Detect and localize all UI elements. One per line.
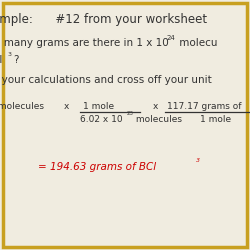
Text: ?: ? bbox=[13, 55, 18, 65]
Text: x: x bbox=[153, 102, 158, 111]
Text: 1 mole: 1 mole bbox=[83, 102, 114, 111]
Text: 1 mole: 1 mole bbox=[200, 115, 231, 124]
Text: w many grams are there in 1 x 10: w many grams are there in 1 x 10 bbox=[0, 38, 169, 48]
Text: molecu: molecu bbox=[176, 38, 218, 48]
Text: = 194.63 grams of BCl: = 194.63 grams of BCl bbox=[38, 162, 156, 172]
Text: 3: 3 bbox=[8, 52, 12, 57]
Text: x: x bbox=[64, 102, 70, 111]
Text: 24: 24 bbox=[167, 35, 176, 41]
Text: 117.17 grams of: 117.17 grams of bbox=[167, 102, 242, 111]
Text: molecules: molecules bbox=[133, 115, 182, 124]
Text: 3: 3 bbox=[196, 158, 200, 163]
Text: 6.02 x 10: 6.02 x 10 bbox=[80, 115, 122, 124]
Text: molecules: molecules bbox=[0, 102, 44, 111]
Text: ample:      #12 from your worksheet: ample: #12 from your worksheet bbox=[0, 13, 207, 26]
Text: 23: 23 bbox=[127, 111, 134, 116]
Text: Cl: Cl bbox=[0, 55, 2, 65]
Text: o your calculations and cross off your unit: o your calculations and cross off your u… bbox=[0, 75, 212, 85]
